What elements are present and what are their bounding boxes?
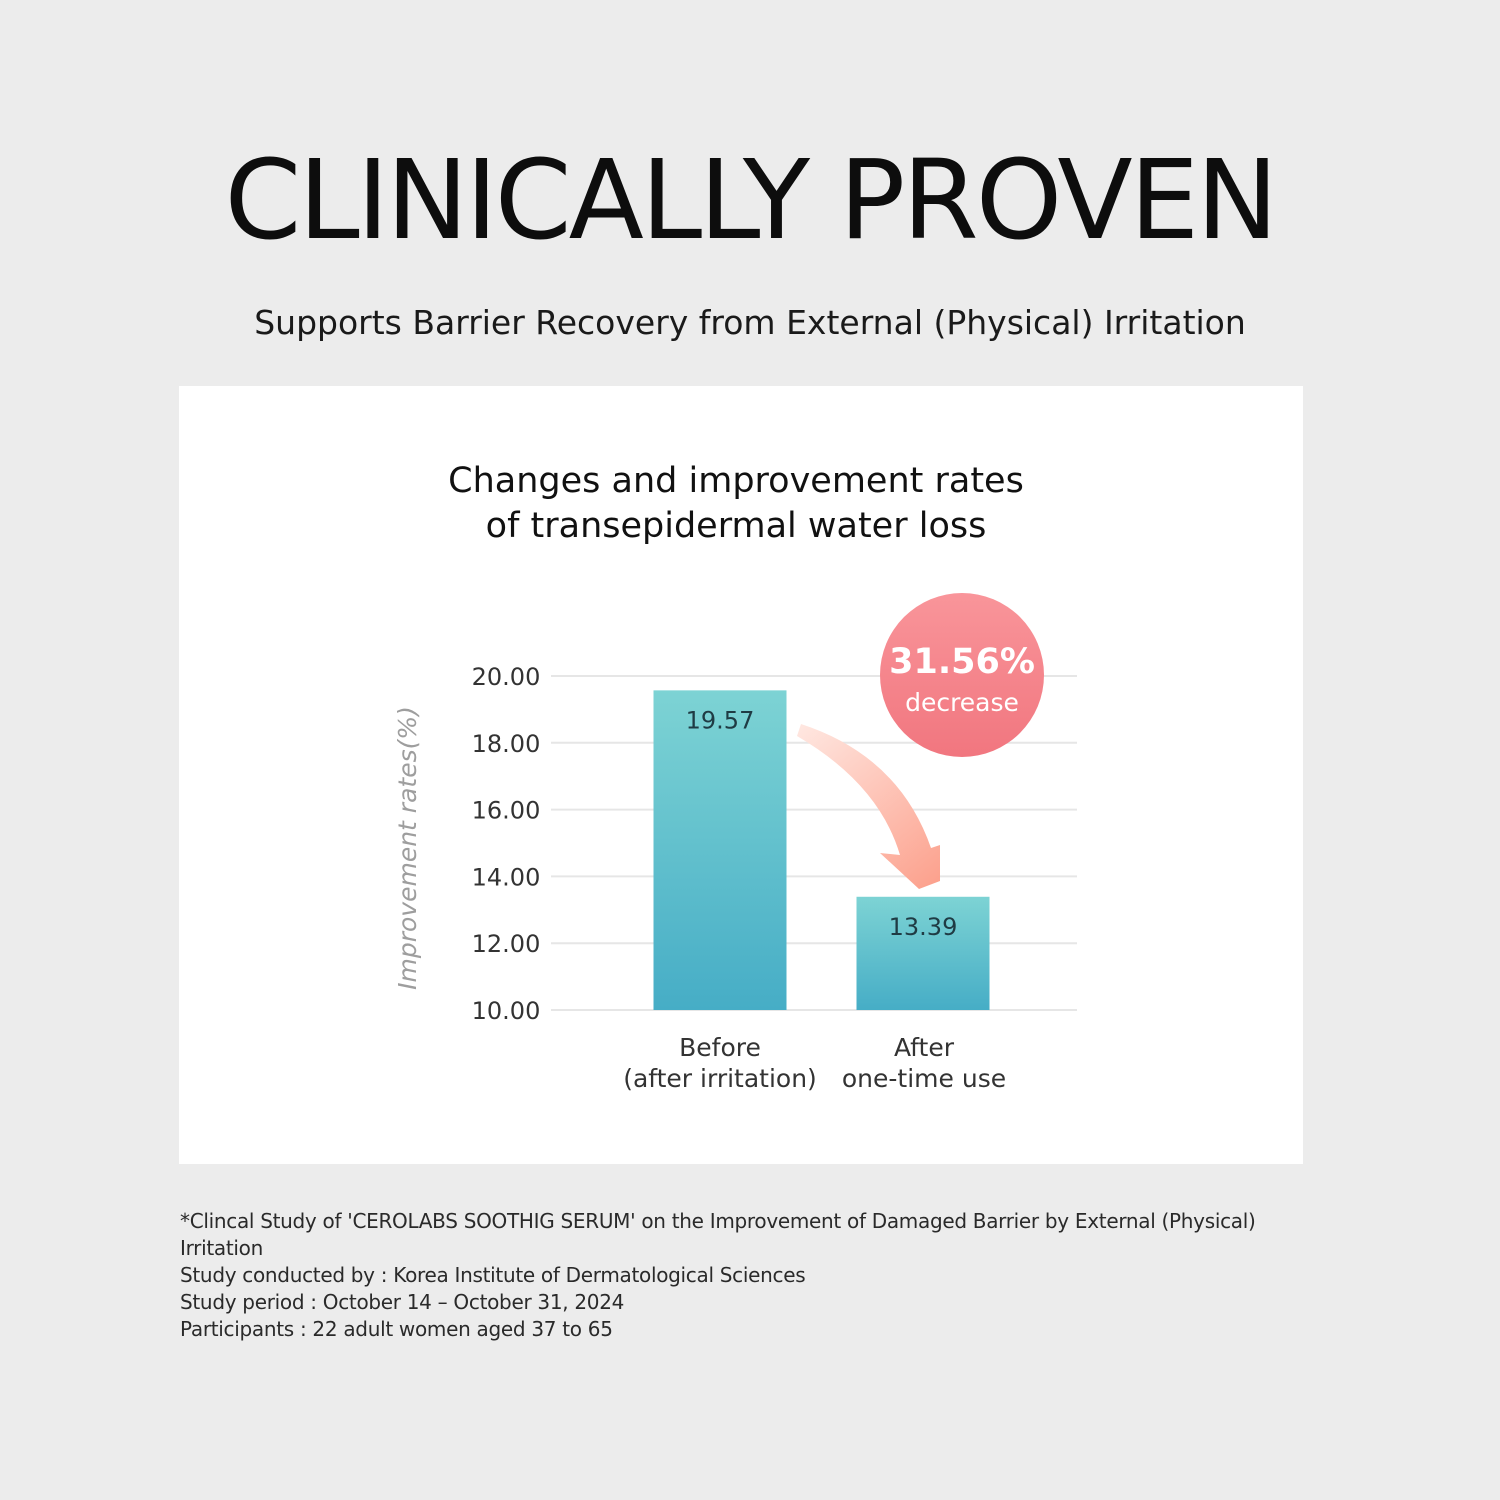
y-tick-label: 20.00 [472, 663, 541, 691]
footnote-line: Study conducted by : Korea Institute of … [180, 1263, 806, 1287]
bar-value-label: 19.57 [686, 706, 755, 734]
y-tick-label: 10.00 [472, 997, 541, 1025]
chart-title-line-1: Changes and improvement rates [448, 461, 1024, 501]
y-tick-label: 14.00 [472, 863, 541, 891]
tewl-bar-chart: Changes and improvement rates of transep… [393, 461, 1077, 1093]
bar-after [856, 896, 990, 1010]
decrease-badge: 31.56% decrease [880, 593, 1044, 757]
bar-value-label: 13.39 [889, 913, 958, 941]
y-axis-label: Improvement rates(%) [393, 706, 422, 990]
y-tick-label: 12.00 [472, 930, 541, 958]
headline: CLINICALLY PROVEN [224, 136, 1279, 264]
y-tick-label: 18.00 [472, 730, 541, 758]
decrease-value: 31.56% [889, 642, 1035, 682]
decrease-arrow [797, 724, 940, 889]
footnote-line: *Clincal Study of 'CEROLABS SOOTHIG SERU… [180, 1209, 1256, 1233]
footnote-line: Study period : October 14 – October 31, … [180, 1290, 625, 1314]
x-category-label: After [894, 1033, 955, 1062]
footnote-line: Participants : 22 adult women aged 37 to… [180, 1317, 613, 1341]
decrease-text: decrease [905, 688, 1019, 717]
x-category-label: one-time use [842, 1064, 1006, 1093]
y-tick-label: 16.00 [472, 797, 541, 825]
chart-title-line-2: of transepidermal water loss [486, 506, 987, 546]
study-footnote: *Clincal Study of 'CEROLABS SOOTHIG SERU… [180, 1208, 1330, 1343]
subheadline: Supports Barrier Recovery from External … [254, 303, 1246, 342]
bars: 19.57 13.39 [653, 690, 990, 1010]
chart-card: Changes and improvement rates of transep… [179, 386, 1303, 1164]
footnote-line: Irritation [180, 1236, 263, 1260]
x-category-label: Before [679, 1033, 761, 1062]
x-category-label: (after irritation) [623, 1064, 817, 1093]
y-tick-labels: 20.00 18.00 16.00 14.00 12.00 10.00 [472, 663, 541, 1025]
bar-before [653, 690, 787, 1010]
